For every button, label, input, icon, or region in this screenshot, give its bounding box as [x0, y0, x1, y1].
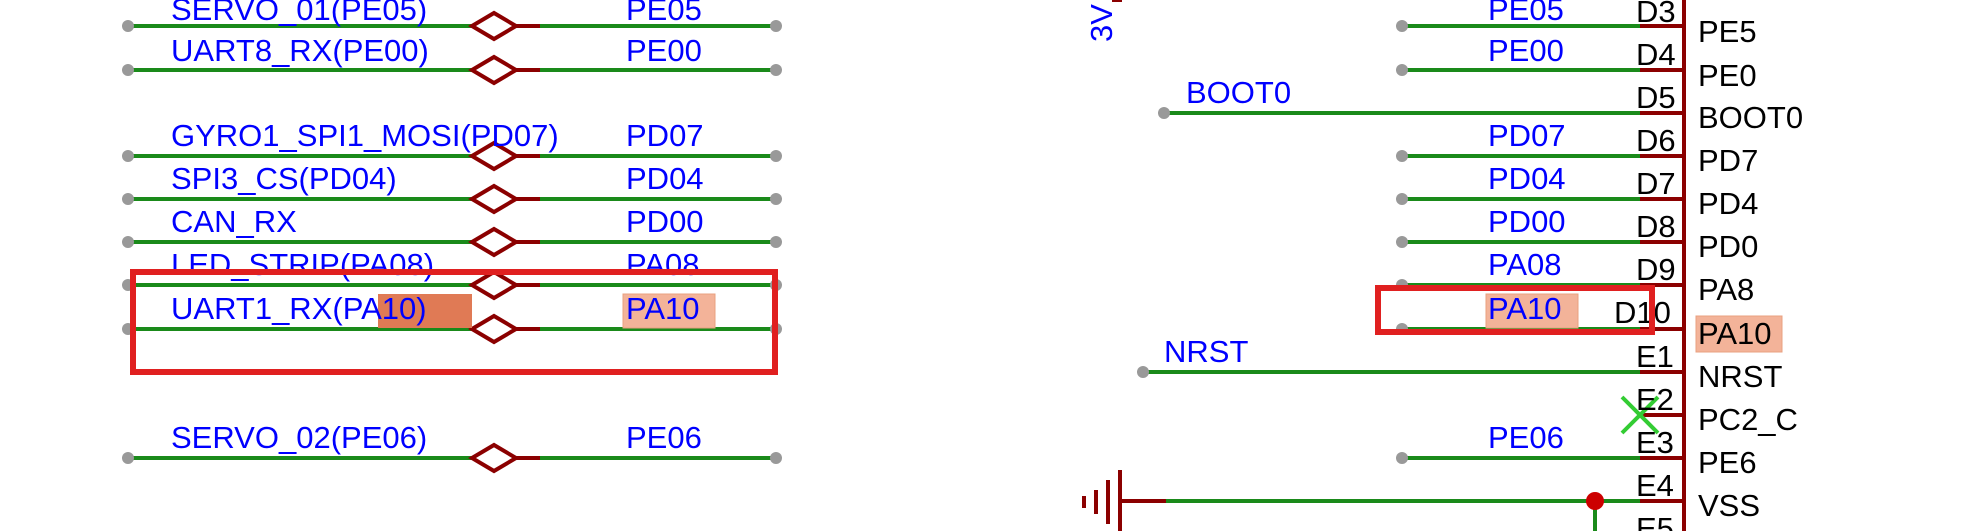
net-label: GYRO1_SPI1_MOSI(PD07): [171, 118, 559, 153]
pin-row-d3: PE05 D3 PE5: [1396, 0, 1757, 49]
left-net-group: SERVO_01(PE05) PE05 UART8_RX(PE00) PE00 …: [122, 0, 782, 474]
pin-row-e1: NRST E1 NRST: [1137, 334, 1782, 394]
pin-name: NRST: [1698, 359, 1782, 394]
pin-number: D3: [1636, 0, 1676, 29]
net-row-can-rx: CAN_RX PD00: [122, 204, 782, 258]
port-label: PD04: [626, 161, 704, 196]
pin-row-e2: E2 PC2_C: [1620, 382, 1798, 437]
net-label: NRST: [1164, 334, 1248, 369]
junction-dot: [1586, 492, 1604, 510]
pin-number: E3: [1636, 425, 1674, 460]
pin-number: D8: [1636, 209, 1676, 244]
net-label: CAN_RX: [171, 204, 297, 239]
pin-name: PE0: [1698, 58, 1757, 93]
pin-name: PC2_C: [1698, 402, 1798, 437]
net-label: UART8_RX(PE00): [171, 33, 429, 68]
net-label-suffix: ): [416, 291, 426, 326]
pin-row-d5: BOOT0 D5 BOOT0: [1158, 75, 1803, 135]
pin-name: VSS: [1698, 488, 1760, 523]
net-label-match: PA10: [343, 291, 417, 326]
net-label: BOOT0: [1186, 75, 1291, 110]
net-label: PD04: [1488, 161, 1566, 196]
net-label: PD00: [1488, 204, 1566, 239]
no-connect-icon: [1620, 395, 1660, 435]
selection-box-left[interactable]: [130, 269, 778, 375]
pin-name: PA10: [1698, 316, 1772, 351]
pin-number: D4: [1636, 37, 1676, 72]
port-label: PD00: [626, 204, 704, 239]
selection-box-right[interactable]: [1375, 285, 1655, 335]
net-row-servo-02: SERVO_02(PE06) PE06: [122, 420, 782, 474]
match-highlight: [378, 294, 472, 328]
pin-number: E4: [1636, 468, 1674, 503]
right-net-group: 3V PE05 D3 PE5 PE00 D4 PE0 BOOT0: [1082, 0, 1803, 531]
port-label: PE00: [626, 33, 702, 68]
net-label: PA08: [1488, 247, 1562, 282]
pin-name: PE5: [1698, 14, 1757, 49]
net-label: UART1_RX(PA10): [171, 291, 427, 326]
net-row-led-strip: LED_STRIP(PA08) PA08: [122, 247, 782, 301]
pin-name: PD4: [1698, 186, 1758, 221]
net-label: SERVO_01(PE05): [171, 0, 427, 27]
net-label: PD07: [1488, 118, 1566, 153]
pin-row-d10[interactable]: PA10 D10 PA10: [1396, 291, 1783, 353]
net-row-gyro-mosi: GYRO1_SPI1_MOSI(PD07) PD07: [122, 118, 782, 172]
net-row-servo-01: SERVO_01(PE05) PE05: [122, 0, 782, 42]
pin-row-e4: E4 VSS: [1082, 468, 1760, 531]
port-label: PE05: [626, 0, 702, 27]
power-label: 3V: [1084, 4, 1119, 42]
pin-number: D7: [1636, 166, 1676, 201]
port-label: PE06: [626, 420, 702, 455]
net-label: PE00: [1488, 33, 1564, 68]
net-label: PA10: [1488, 291, 1562, 326]
pin-name: PA8: [1698, 272, 1754, 307]
port-label: PD07: [626, 118, 704, 153]
pin-number: E1: [1636, 339, 1674, 374]
pin-row-e5: E5: [1636, 511, 1674, 531]
pin-number: D10: [1614, 295, 1671, 330]
pin-name: PD7: [1698, 143, 1758, 178]
pin-row-d4: PE00 D4 PE0: [1396, 33, 1757, 93]
port-label: PA10: [626, 291, 700, 326]
net-label-prefix: UART1_RX(: [171, 291, 343, 326]
pin-row-d7: PD04 D7 PD4: [1396, 161, 1758, 221]
pin-name: PE6: [1698, 445, 1757, 480]
pin-row-e3: PE06 E3 PE6: [1396, 420, 1757, 480]
net-row-uart1-rx[interactable]: UART1_RX(PA10) PA10: [122, 291, 782, 345]
pin-row-d8: PD00 D8 PD0: [1396, 204, 1758, 264]
pin-number: D5: [1636, 80, 1676, 115]
pin-row-d6: PD07 D6 PD7: [1396, 118, 1758, 178]
net-label: PE05: [1488, 0, 1564, 27]
net-row-uart8-rx: UART8_RX(PE00) PE00: [122, 33, 782, 86]
net-label: SERVO_02(PE06): [171, 420, 427, 455]
pin-number: E5: [1636, 511, 1674, 531]
pin-name: PD0: [1698, 229, 1758, 264]
net-label: SPI3_CS(PD04): [171, 161, 397, 196]
match-highlight: [1695, 315, 1783, 353]
pin-number: D9: [1636, 252, 1676, 287]
pin-number: D6: [1636, 123, 1676, 158]
pin-number: E2: [1636, 382, 1674, 417]
match-highlight: [622, 293, 716, 329]
net-label: PE06: [1488, 420, 1564, 455]
net-label: LED_STRIP(PA08): [171, 247, 434, 282]
match-highlight: [1485, 293, 1579, 329]
port-label: PA08: [626, 247, 700, 282]
pin-name: BOOT0: [1698, 100, 1803, 135]
ground-icon: [1082, 470, 1166, 531]
net-row-spi3-cs: SPI3_CS(PD04) PD04: [122, 161, 782, 215]
